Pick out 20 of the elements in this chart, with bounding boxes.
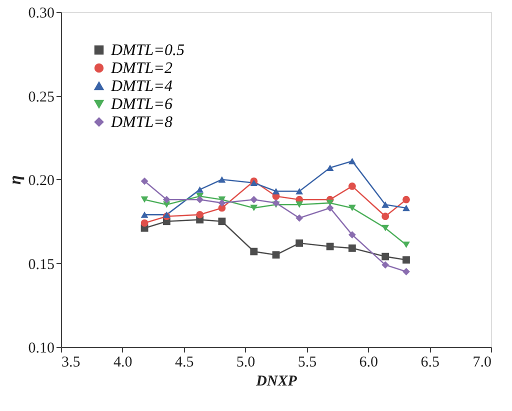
y-tick-label: 0.10	[28, 340, 54, 356]
x-tick-label: 5.5	[298, 354, 317, 370]
legend-label: DMTL=2	[110, 60, 172, 77]
x-tick-label: 4.0	[114, 354, 132, 370]
x-tick-label: 3.5	[62, 354, 80, 370]
y-tick-label: 0.20	[28, 173, 54, 189]
y-tick-label: 0.25	[28, 89, 54, 106]
x-tick-label: 6.0	[359, 354, 378, 370]
y-tick-label: 0.15	[28, 256, 54, 273]
legend-label: DMTL=6	[110, 96, 172, 113]
y-tick-label: 0.30	[28, 6, 54, 22]
legend-label: DMTL=4	[110, 78, 172, 95]
x-tick-label: 5.0	[236, 354, 256, 370]
legend-label: DMTL=0.5	[110, 42, 184, 59]
legend-label: DMTL=8	[110, 114, 172, 131]
x-tick-label: 4.5	[174, 354, 194, 370]
y-axis-title: η	[5, 175, 24, 185]
x-axis-title: DNXP	[255, 374, 298, 390]
x-tick-label: 6.5	[420, 354, 440, 370]
x-tick-label: 7.0	[472, 354, 492, 370]
